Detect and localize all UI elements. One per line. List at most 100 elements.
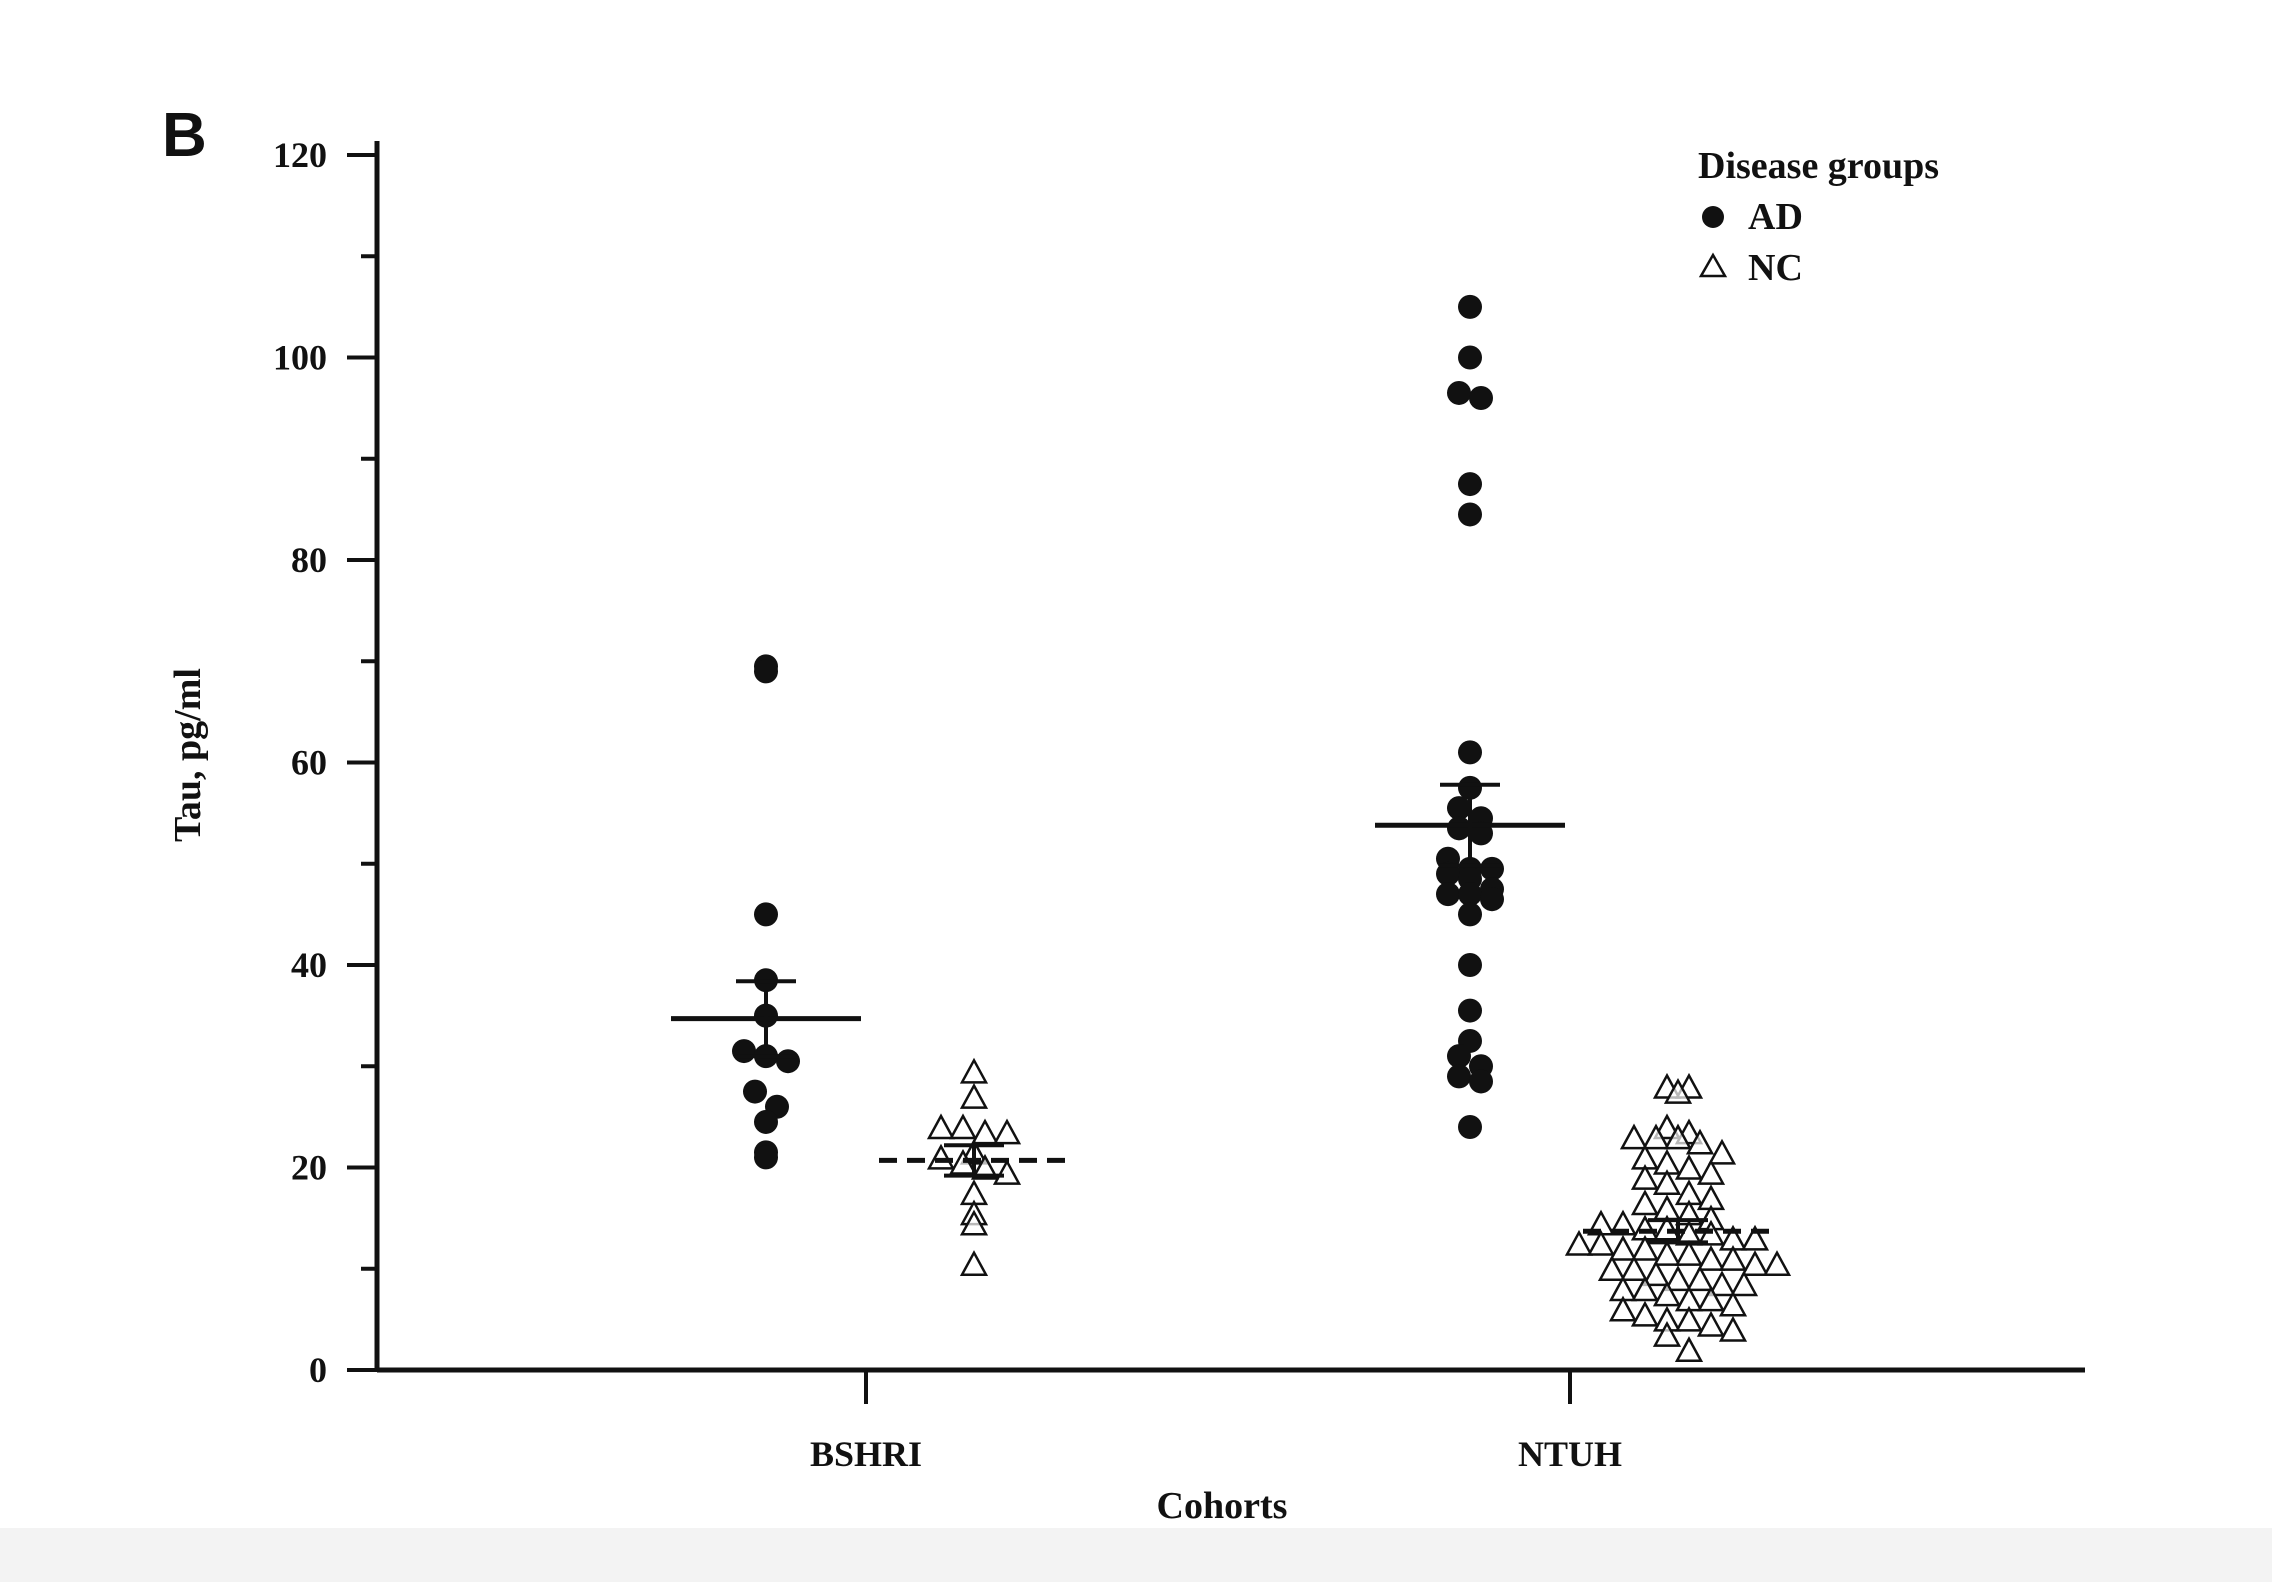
nc-point: [1740, 1224, 1770, 1251]
data-marks: [732, 294, 1792, 1362]
y-tick-label: 40: [291, 945, 327, 985]
nc-point: [1608, 1295, 1638, 1322]
nc-point: [1619, 1123, 1649, 1150]
legend-ad-marker: [1702, 206, 1724, 228]
y-tick-label: 80: [291, 540, 327, 580]
nc-point: [1696, 1158, 1726, 1185]
nc-point: [1597, 1255, 1627, 1281]
ad-point: [1458, 998, 1482, 1023]
nc-point: [1630, 1275, 1660, 1302]
nc-point: [1630, 1189, 1660, 1216]
legend: Disease groups AD NC: [1698, 145, 1939, 289]
nc-point: [1718, 1290, 1748, 1317]
x-tick-label: NTUH: [1518, 1434, 1622, 1474]
nc-point: [959, 1057, 989, 1084]
nc-point: [1663, 1265, 1693, 1292]
nc-point: [1707, 1138, 1737, 1165]
ad-point: [754, 659, 778, 684]
nc-point: [1619, 1255, 1649, 1281]
nc-point: [1663, 1123, 1693, 1150]
nc-point: [959, 1250, 989, 1276]
nc-point: [1652, 1320, 1682, 1347]
ad-point: [732, 1039, 756, 1064]
ad-point: [1458, 740, 1482, 765]
nc-point: [948, 1113, 978, 1140]
bottom-bar: [0, 1528, 2272, 1582]
ad-point: [1480, 856, 1504, 881]
nc-point: [1564, 1229, 1594, 1256]
legend-nc-marker: [1698, 252, 1728, 278]
summary-lines: [671, 782, 1773, 1245]
nc-point: [1608, 1234, 1638, 1261]
ad-point: [1447, 1044, 1471, 1069]
y-tick-label: 120: [273, 135, 327, 175]
nc-point: [1718, 1245, 1748, 1271]
ad-point: [1480, 887, 1504, 912]
nc-point: [1641, 1260, 1671, 1287]
nc-point: [1586, 1229, 1616, 1256]
ad-point: [1469, 1069, 1493, 1094]
nc-point: [1674, 1336, 1704, 1362]
ad-point: [743, 1079, 767, 1104]
nc-point: [1762, 1250, 1792, 1276]
nc-point: [926, 1143, 956, 1170]
y-tick-label: 60: [291, 743, 327, 783]
ad-point: [1447, 796, 1471, 821]
legend-title: Disease groups: [1698, 145, 1939, 187]
nc-point: [1652, 1239, 1682, 1266]
y-axis-label: Tau, pg/ml: [167, 668, 209, 842]
ad-point: [754, 1109, 778, 1134]
ad-point: [1458, 502, 1482, 527]
ad-point: [1458, 953, 1482, 977]
nc-point: [1696, 1310, 1726, 1337]
nc-point: [1608, 1209, 1638, 1236]
ad-point: [1458, 472, 1482, 497]
y-tick-label: 100: [273, 338, 327, 378]
nc-point: [970, 1153, 1000, 1180]
nc-point: [1641, 1123, 1671, 1150]
nc-point: [1652, 1113, 1682, 1140]
ad-point: [754, 1145, 778, 1170]
nc-point: [1674, 1239, 1704, 1266]
x-tick-label: BSHRI: [810, 1434, 922, 1474]
ad-point: [1447, 380, 1471, 405]
ad-point: [1458, 1115, 1482, 1139]
nc-point: [1740, 1250, 1770, 1276]
ad-point: [1469, 386, 1493, 410]
y-tick-label: 0: [309, 1350, 327, 1390]
axes: 0 20 40 60 80 100 120 BSHRI NTUH: [273, 135, 2085, 1474]
ad-point: [1458, 345, 1482, 370]
nc-point: [970, 1118, 1000, 1145]
nc-point: [1630, 1164, 1660, 1190]
legend-ad-label: AD: [1748, 196, 1803, 238]
ad-point: [1458, 902, 1482, 927]
nc-point: [1707, 1270, 1737, 1297]
nc-point: [992, 1118, 1022, 1145]
ad-point: [1436, 861, 1460, 886]
nc-point: [1729, 1270, 1759, 1297]
ad-point: [1458, 294, 1482, 319]
nc-point: [1652, 1280, 1682, 1307]
nc-point: [1674, 1153, 1704, 1180]
nc-point: [1685, 1265, 1715, 1292]
ad-point: [754, 902, 778, 927]
ad-point: [1447, 1064, 1471, 1089]
nc-point: [959, 1209, 989, 1236]
nc-point: [1696, 1285, 1726, 1312]
legend-nc-label: NC: [1748, 247, 1803, 289]
y-tick-label: 20: [291, 1148, 327, 1188]
ad-point: [1436, 882, 1460, 907]
nc-point: [1696, 1245, 1726, 1271]
ad-point: [1458, 882, 1482, 907]
panel-label: B: [162, 101, 207, 170]
nc-point: [1685, 1128, 1715, 1155]
nc-point: [959, 1083, 989, 1109]
nc-point: [1674, 1305, 1704, 1332]
nc-point: [1663, 1077, 1693, 1104]
ad-point: [776, 1049, 800, 1074]
nc-point: [1630, 1234, 1660, 1261]
x-axis-label: Cohorts: [1157, 1485, 1288, 1527]
nc-point: [1630, 1300, 1660, 1327]
nc-point: [1718, 1315, 1748, 1342]
